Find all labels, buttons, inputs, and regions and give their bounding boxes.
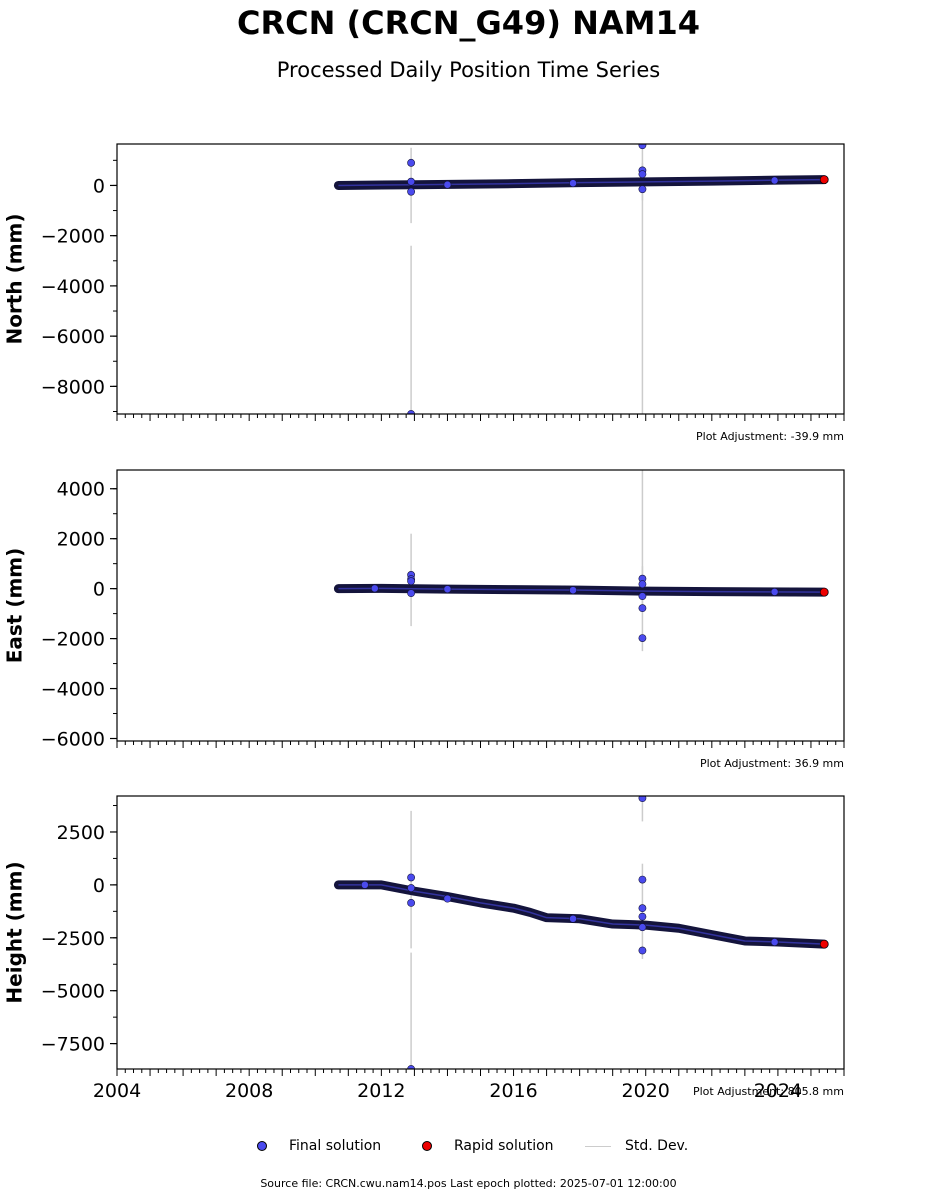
final-solution-point	[407, 187, 416, 196]
final-solution-point	[443, 585, 452, 594]
y-tick-label: −2500	[41, 928, 105, 950]
final-solution-point	[638, 580, 647, 589]
rapid-solution-point	[819, 175, 829, 184]
final-solution-point	[407, 1065, 416, 1069]
plot-frame	[116, 143, 845, 415]
final-solution-point	[370, 584, 379, 593]
legend-rapid: Rapid solution	[422, 1138, 554, 1154]
final-solution-band-highlight	[338, 178, 825, 187]
legend: Final solution Rapid solution Std. Dev.	[0, 1138, 937, 1158]
y-tick-label: −2000	[41, 629, 105, 651]
final-solution-point	[638, 634, 647, 642]
final-solution-point	[569, 179, 577, 188]
final-solution-point	[360, 880, 369, 889]
rapid-solution-point	[819, 939, 829, 949]
final-solution-point	[569, 914, 577, 923]
final-solution-point	[638, 923, 647, 932]
final-solution-point	[638, 946, 647, 955]
y-tick-label: 2500	[57, 822, 105, 844]
final-solution-point	[407, 577, 416, 586]
final-solution-point	[638, 875, 647, 884]
source-note: Source file: CRCN.cwu.nam14.pos Last epo…	[260, 1177, 677, 1190]
final-solution-point	[770, 587, 779, 596]
y-tick-label: −4000	[41, 679, 105, 701]
plot-adjustment: Plot Adjustment: -39.9 mm	[696, 430, 844, 443]
final-solution-point	[638, 185, 647, 194]
legend-rapid-marker	[422, 1141, 432, 1151]
plot-adjustment: Plot Adjustment: 805.8 mm	[693, 1085, 844, 1098]
plot-frame	[116, 469, 845, 742]
final-solution-point	[407, 898, 416, 907]
final-solution-band-highlight	[338, 587, 825, 593]
rapid-solution-point	[819, 587, 829, 597]
y-tick-label: −6000	[41, 326, 105, 348]
final-solution-point	[638, 144, 647, 150]
data-area	[333, 796, 829, 1069]
final-solution-point	[770, 938, 779, 946]
data-area	[333, 470, 829, 652]
final-solution-point	[407, 884, 416, 892]
y-tick-label: −2000	[41, 226, 105, 248]
legend-std: Std. Dev.	[585, 1138, 688, 1154]
final-solution-point	[638, 604, 647, 613]
chart-subtitle: Processed Daily Position Time Series	[276, 58, 661, 82]
y-axis-label: East (mm)	[3, 548, 27, 664]
final-solution-point	[407, 177, 416, 186]
final-solution-point	[770, 176, 779, 185]
x-tick-label: 2016	[489, 1080, 537, 1102]
y-tick-label: −7500	[41, 1034, 105, 1056]
final-solution-point	[638, 592, 647, 601]
y-tick-label: 0	[93, 875, 105, 897]
final-solution-point	[638, 912, 647, 921]
x-tick-label: 2004	[93, 1080, 141, 1102]
final-solution-point	[407, 589, 416, 598]
final-solution-point	[407, 873, 416, 882]
legend-final-marker	[257, 1141, 267, 1151]
legend-std-label: Std. Dev.	[625, 1138, 689, 1154]
x-tick-label: 2012	[357, 1080, 405, 1102]
panel-2: 4000 2000 0 −2000 −4000 −6000 East (mm) Plot Ad…	[3, 469, 845, 770]
y-tick-label: −8000	[41, 376, 105, 398]
plot-adjustment: Plot Adjustment: 36.9 mm	[700, 757, 844, 770]
y-axis-label: Height (mm)	[3, 861, 27, 1003]
panel-1: 0 −2000 −4000 −6000 −8000 North (mm) Plot Adju…	[3, 143, 845, 443]
y-tick-label: 4000	[57, 479, 105, 501]
x-tick-label: 2020	[622, 1080, 670, 1102]
legend-final-label: Final solution	[289, 1138, 382, 1154]
y-tick-label: 0	[93, 175, 105, 197]
final-solution-point	[638, 170, 647, 179]
y-tick-label: 2000	[57, 529, 105, 551]
final-solution-point	[638, 904, 647, 913]
x-tick-label: 2024	[754, 1080, 802, 1102]
final-solution-point	[638, 796, 647, 803]
final-solution-band-highlight	[338, 884, 825, 945]
chart-title: CRCN (CRCN_G49) NAM14	[236, 4, 701, 42]
final-solution-point	[443, 894, 452, 903]
y-tick-label: −5000	[41, 981, 105, 1003]
final-solution-point	[407, 158, 416, 167]
y-tick-label: −6000	[41, 729, 105, 751]
legend-std-marker	[585, 1145, 611, 1147]
data-area	[333, 144, 829, 414]
legend-rapid-label: Rapid solution	[454, 1138, 554, 1154]
panel-3: 2500 0 −2500 −5000 −7500 2004 2008 2012 2016 2020…	[3, 795, 845, 1102]
y-tick-label: −4000	[41, 276, 105, 298]
y-axis-label: North (mm)	[3, 213, 27, 344]
final-solution-point	[443, 180, 452, 189]
final-solution-point	[569, 586, 577, 595]
y-tick-label: 0	[93, 579, 105, 601]
plot-frame	[116, 795, 845, 1070]
legend-final: Final solution	[257, 1138, 381, 1154]
x-tick-label: 2008	[225, 1080, 273, 1102]
